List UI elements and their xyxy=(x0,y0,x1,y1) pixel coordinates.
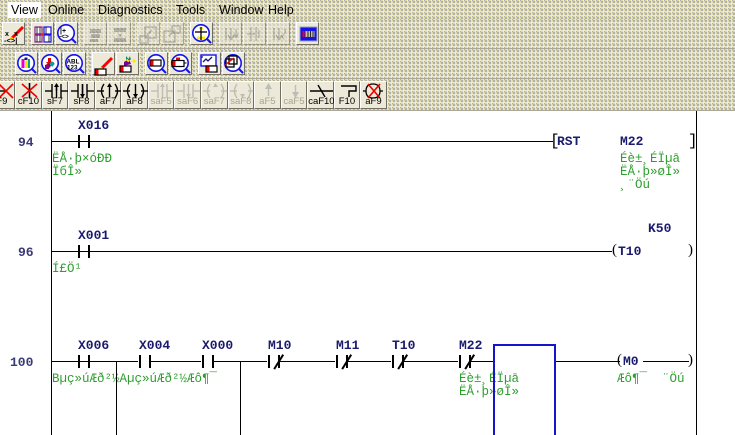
svg-text:-<>: -<> xyxy=(59,34,69,41)
svg-text:-<>|: -<>| xyxy=(4,36,17,45)
svg-text:123: 123 xyxy=(67,65,78,72)
